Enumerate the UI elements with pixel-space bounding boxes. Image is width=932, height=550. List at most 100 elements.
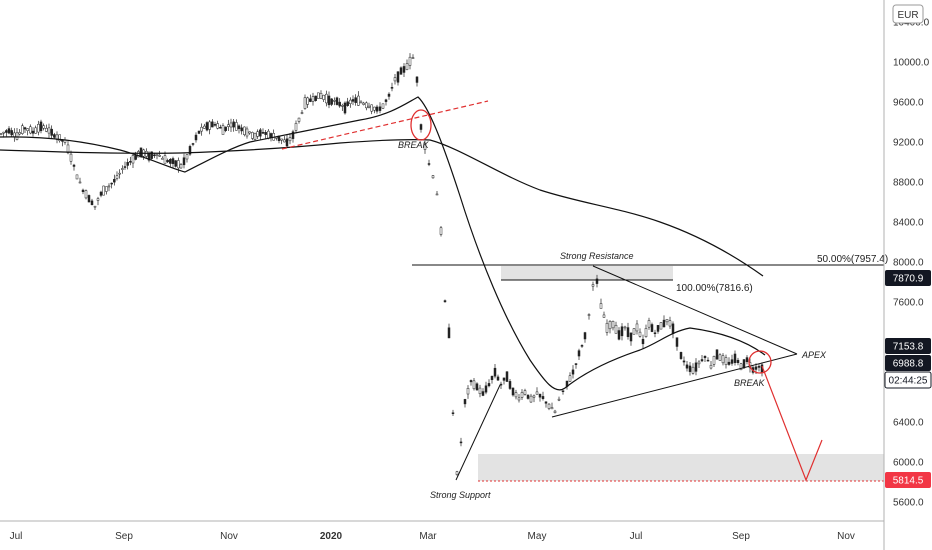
candle-body — [472, 380, 476, 390]
candle-body — [557, 398, 561, 401]
candle-body — [632, 328, 636, 335]
x-tick-label: May — [528, 531, 547, 542]
price-tag-box — [885, 270, 931, 286]
candle-body — [327, 95, 331, 106]
candle-body — [153, 154, 156, 157]
candle-body — [373, 106, 376, 111]
candle-body — [733, 353, 737, 363]
candle-body — [544, 401, 548, 404]
candle-body — [110, 182, 113, 185]
currency-badge[interactable] — [892, 4, 924, 24]
candle-body — [2, 131, 5, 134]
candle-body — [90, 200, 94, 206]
fast-moving-average — [0, 96, 766, 391]
candle-body — [682, 360, 686, 363]
candle-body — [211, 121, 214, 128]
break-label-1: BREAK — [398, 140, 430, 150]
x-tick-label: Sep — [115, 531, 133, 542]
candle-body — [261, 132, 265, 134]
candle-body — [194, 134, 198, 141]
support-rise-line — [455, 384, 501, 481]
y-tick-label: 5600.0 — [893, 498, 924, 509]
candle-body — [245, 128, 249, 137]
candle-body — [587, 314, 591, 316]
candle-body — [227, 124, 230, 127]
candle-body — [264, 132, 267, 135]
candle-body — [365, 102, 368, 109]
candle-body — [317, 92, 320, 99]
candle-body — [679, 352, 683, 359]
price-tag-label: 7153.8 — [893, 342, 924, 353]
fib-50-label: 50.00%(7957.4) — [817, 254, 888, 265]
y-tick-label: 8800.0 — [893, 178, 924, 189]
currency-label: EUR — [897, 10, 918, 21]
candle-body — [370, 104, 373, 112]
candle-body — [75, 174, 79, 180]
candle-body — [182, 157, 186, 166]
candle-body — [675, 337, 679, 347]
candle-body — [291, 131, 295, 139]
candle-body — [325, 93, 328, 104]
candle-body — [408, 56, 412, 66]
candle-body — [405, 63, 409, 70]
candle-body — [419, 124, 423, 130]
candle-body — [493, 367, 497, 377]
candle-body — [443, 300, 447, 303]
price-tag-box — [885, 338, 931, 354]
price-tag-box — [884, 371, 932, 389]
candle-body — [487, 383, 491, 387]
candle-body — [7, 128, 11, 134]
triangle-upper-line — [592, 265, 798, 355]
price-tag-box — [885, 472, 931, 488]
candle-body — [730, 359, 734, 364]
candle-body — [375, 106, 379, 112]
candle-body — [21, 125, 24, 134]
candle-body — [174, 160, 177, 167]
candle-body — [319, 93, 323, 99]
candle-body — [541, 396, 545, 399]
candle-body — [297, 117, 301, 122]
candle-body — [423, 143, 427, 150]
candle-body — [123, 166, 127, 168]
candle-body — [158, 155, 161, 157]
candle-body — [754, 366, 758, 370]
candle-body — [208, 121, 211, 130]
candle-body — [715, 349, 719, 360]
candle-body — [635, 323, 639, 332]
candle-body — [721, 355, 725, 364]
candle-body — [427, 163, 431, 165]
candle-body — [411, 57, 415, 59]
candle-body — [303, 97, 307, 109]
candle-body — [671, 323, 675, 334]
candle-body — [129, 161, 132, 163]
candle-body — [547, 403, 551, 409]
candle-body — [381, 103, 385, 109]
candle-body — [611, 321, 615, 329]
candle-body — [42, 125, 45, 129]
candle-body — [703, 355, 707, 359]
candle-body — [535, 391, 539, 395]
candle-body — [481, 391, 485, 396]
candle-body — [72, 164, 76, 167]
candle-body — [390, 87, 394, 89]
candle-body — [505, 371, 509, 382]
candle-body — [402, 66, 406, 73]
candle-body — [256, 131, 259, 137]
candle-body — [511, 387, 515, 396]
candle-body — [583, 332, 587, 340]
candle-body — [29, 126, 32, 134]
triangle-lower-line — [551, 353, 798, 418]
candle-body — [96, 198, 100, 201]
apex-label: APEX — [801, 350, 827, 360]
candle-body — [78, 181, 82, 184]
y-tick-label: 9600.0 — [893, 98, 924, 109]
candle-body — [0, 133, 3, 135]
candle-body — [224, 126, 227, 131]
candle-body — [221, 125, 225, 135]
candle-body — [496, 376, 500, 381]
candle-body — [69, 153, 73, 162]
candle-body — [31, 130, 35, 134]
candle-body — [571, 369, 575, 375]
y-tick-label: 8400.0 — [893, 218, 924, 229]
